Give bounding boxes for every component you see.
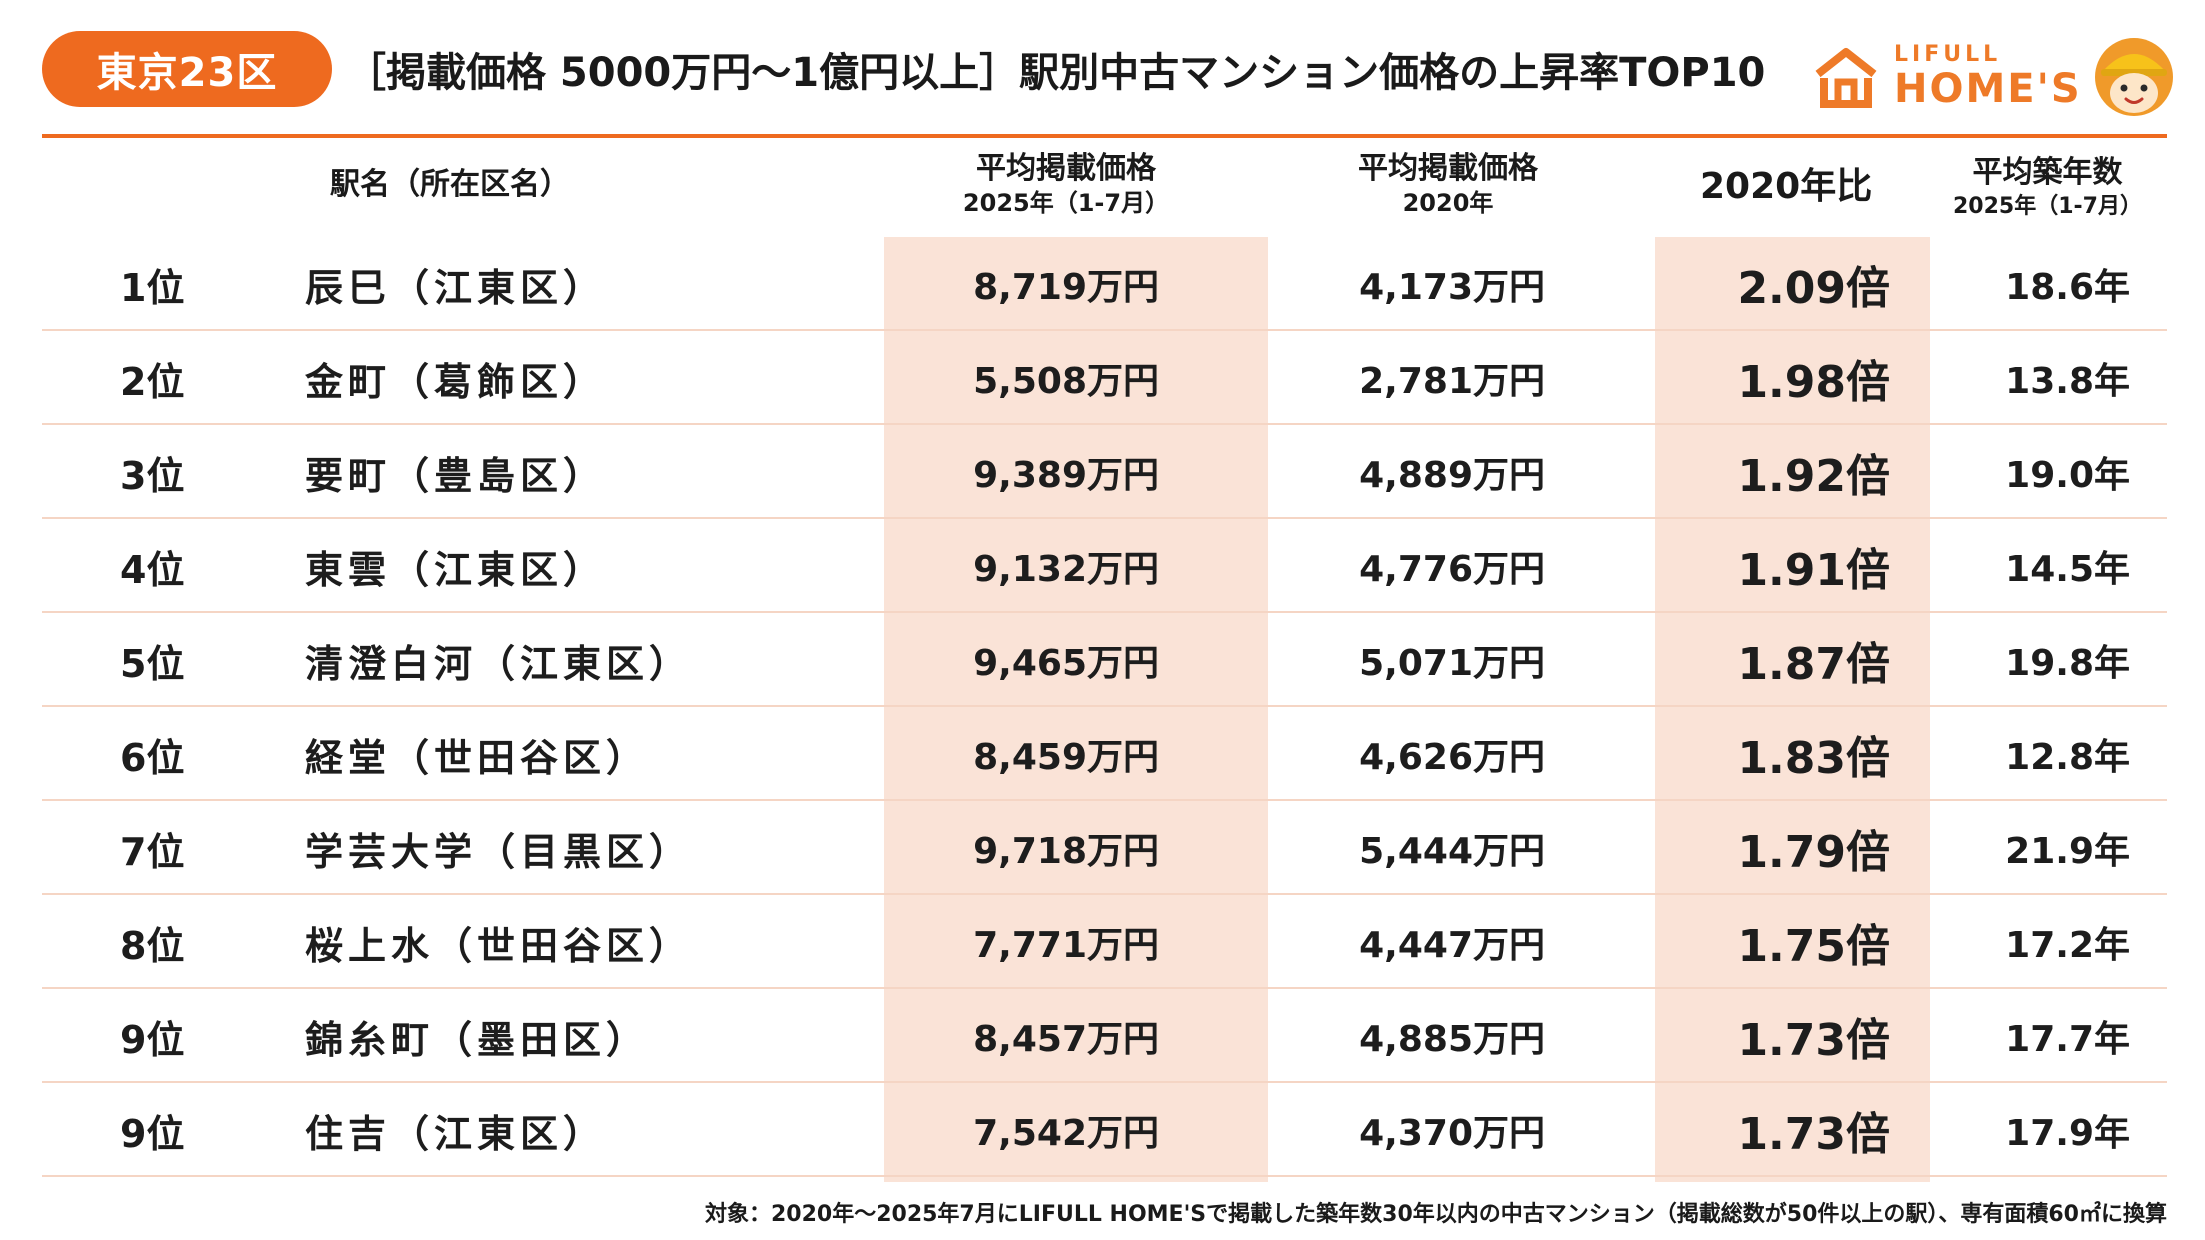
station-cell: 東雲（江東区） xyxy=(305,547,607,592)
rank-cell: 9位 xyxy=(120,1111,185,1156)
ratio-cell: 1.92倍 xyxy=(1737,451,1890,502)
price-2025-cell: 9,465万円 xyxy=(973,643,1159,684)
row-divider xyxy=(42,987,2167,989)
table-row: 5位 清澄白河（江東区） 9,465万円 5,071万円 1.87倍 19.8年 xyxy=(42,613,2167,707)
table-row: 2位 金町（葛飾区） 5,508万円 2,781万円 1.98倍 13.8年 xyxy=(42,331,2167,425)
rank-cell: 8位 xyxy=(120,923,185,968)
age-cell: 12.8年 xyxy=(2005,737,2130,778)
ratio-cell: 1.83倍 xyxy=(1737,733,1890,784)
footnote: 対象：2020年〜2025年7月にLIFULL HOME'Sで掲載した築年数30… xyxy=(704,1202,2167,1227)
station-cell: 清澄白河（江東区） xyxy=(305,641,693,686)
price-2020-cell: 4,370万円 xyxy=(1359,1113,1545,1154)
age-cell: 19.0年 xyxy=(2005,455,2130,496)
rank-cell: 7位 xyxy=(120,829,185,874)
price-2025-cell: 8,457万円 xyxy=(973,1019,1159,1060)
price-2020-cell: 2,781万円 xyxy=(1359,361,1545,402)
price-2025-cell: 9,718万円 xyxy=(973,831,1159,872)
station-cell: 経堂（世田谷区） xyxy=(305,735,650,780)
column-highlight-ratio xyxy=(1655,237,1930,1182)
rank-cell: 2位 xyxy=(120,359,185,404)
ratio-cell: 1.73倍 xyxy=(1737,1109,1890,1160)
logo-text-lifull: LIFULL xyxy=(1894,42,2002,67)
price-2020-cell: 5,444万円 xyxy=(1359,831,1545,872)
col-header-ratio: 2020年比 xyxy=(1700,166,1873,207)
rank-cell: 4位 xyxy=(120,547,185,592)
price-2020-cell: 4,889万円 xyxy=(1359,455,1545,496)
col-header-station: 駅名（所在区名） xyxy=(330,167,570,202)
ratio-cell: 1.91倍 xyxy=(1737,545,1890,596)
table-row: 9位 錦糸町（墨田区） 8,457万円 4,885万円 1.73倍 17.7年 xyxy=(42,989,2167,1083)
row-divider xyxy=(42,705,2167,707)
mascot-icon xyxy=(2095,38,2173,116)
col-header-age: 平均築年数 2025年（1-7月） xyxy=(1953,155,2142,219)
station-cell: 錦糸町（墨田区） xyxy=(305,1017,650,1062)
rank-cell: 6位 xyxy=(120,735,185,780)
price-2020-cell: 4,626万円 xyxy=(1359,737,1545,778)
rank-cell: 3位 xyxy=(120,453,185,498)
column-highlight-price-2025 xyxy=(884,237,1268,1182)
row-divider xyxy=(42,1175,2167,1177)
table-row: 8位 桜上水（世田谷区） 7,771万円 4,447万円 1.75倍 17.2年 xyxy=(42,895,2167,989)
page-title: ［掲載価格 5000万円〜1億円以上］駅別中古マンション価格の上昇率TOP10 xyxy=(346,50,1766,96)
age-cell: 19.8年 xyxy=(2005,643,2130,684)
age-cell: 21.9年 xyxy=(2005,831,2130,872)
table-row: 7位 学芸大学（目黒区） 9,718万円 5,444万円 1.79倍 21.9年 xyxy=(42,801,2167,895)
price-2020-cell: 4,173万円 xyxy=(1359,267,1545,308)
region-badge: 東京23区 xyxy=(42,31,332,107)
row-divider xyxy=(42,799,2167,801)
price-2025-cell: 9,132万円 xyxy=(973,549,1159,590)
table-row: 1位 辰巳（江東区） 8,719万円 4,173万円 2.09倍 18.6年 xyxy=(42,237,2167,331)
table-row: 4位 東雲（江東区） 9,132万円 4,776万円 1.91倍 14.5年 xyxy=(42,519,2167,613)
price-2025-cell: 7,542万円 xyxy=(973,1113,1159,1154)
station-cell: 要町（豊島区） xyxy=(305,453,607,498)
row-divider xyxy=(42,329,2167,331)
ratio-cell: 1.75倍 xyxy=(1737,921,1890,972)
row-divider xyxy=(42,1081,2167,1083)
station-cell: 金町（葛飾区） xyxy=(305,359,607,404)
rank-cell: 9位 xyxy=(120,1017,185,1062)
house-logo-icon xyxy=(1815,48,1877,108)
price-2020-cell: 4,885万円 xyxy=(1359,1019,1545,1060)
station-cell: 桜上水（世田谷区） xyxy=(305,923,693,968)
ratio-cell: 1.98倍 xyxy=(1737,357,1890,408)
table-row: 9位 住吉（江東区） 7,542万円 4,370万円 1.73倍 17.9年 xyxy=(42,1083,2167,1177)
price-2020-cell: 5,071万円 xyxy=(1359,643,1545,684)
row-divider xyxy=(42,893,2167,895)
row-divider xyxy=(42,611,2167,613)
age-cell: 17.9年 xyxy=(2005,1113,2130,1154)
ratio-cell: 1.73倍 xyxy=(1737,1015,1890,1066)
price-2020-cell: 4,447万円 xyxy=(1359,925,1545,966)
station-cell: 学芸大学（目黒区） xyxy=(305,829,693,874)
price-2025-cell: 8,719万円 xyxy=(973,267,1159,308)
age-cell: 17.7年 xyxy=(2005,1019,2130,1060)
age-cell: 18.6年 xyxy=(2005,267,2130,308)
rank-cell: 1位 xyxy=(120,265,185,310)
col-header-price-2025: 平均掲載価格 2025年（1-7月） xyxy=(962,151,1170,217)
price-2025-cell: 8,459万円 xyxy=(973,737,1159,778)
lifull-homes-logo: LIFULL HOME'S xyxy=(1810,40,2080,120)
table-row: 3位 要町（豊島区） 9,389万円 4,889万円 1.92倍 19.0年 xyxy=(42,425,2167,519)
age-cell: 17.2年 xyxy=(2005,925,2130,966)
table-row: 6位 経堂（世田谷区） 8,459万円 4,626万円 1.83倍 12.8年 xyxy=(42,707,2167,801)
ratio-cell: 1.87倍 xyxy=(1737,639,1890,690)
col-header-price-2020: 平均掲載価格 2020年 xyxy=(1358,151,1538,217)
ratio-cell: 1.79倍 xyxy=(1737,827,1890,878)
row-divider xyxy=(42,517,2167,519)
price-2025-cell: 9,389万円 xyxy=(973,455,1159,496)
age-cell: 14.5年 xyxy=(2005,549,2130,590)
title-divider xyxy=(42,134,2167,138)
price-2025-cell: 5,508万円 xyxy=(973,361,1159,402)
price-2025-cell: 7,771万円 xyxy=(973,925,1159,966)
rank-cell: 5位 xyxy=(120,641,185,686)
station-cell: 住吉（江東区） xyxy=(305,1111,607,1156)
ratio-cell: 2.09倍 xyxy=(1737,263,1890,314)
age-cell: 13.8年 xyxy=(2005,361,2130,402)
logo-text-homes: HOME'S xyxy=(1894,66,2082,112)
row-divider xyxy=(42,423,2167,425)
station-cell: 辰巳（江東区） xyxy=(305,265,607,310)
price-2020-cell: 4,776万円 xyxy=(1359,549,1545,590)
